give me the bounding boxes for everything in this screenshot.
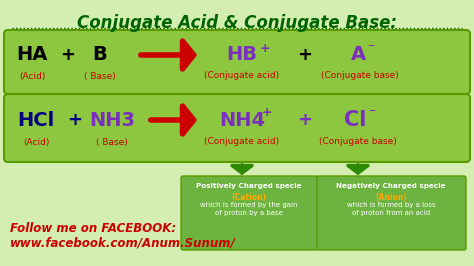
Text: (Conjugate base): (Conjugate base) bbox=[319, 138, 397, 147]
Text: www.facebook.com/Anum.Sunum/: www.facebook.com/Anum.Sunum/ bbox=[10, 237, 236, 250]
Text: ( Base): ( Base) bbox=[84, 72, 116, 81]
Text: Cl: Cl bbox=[344, 110, 366, 130]
Text: B: B bbox=[92, 45, 108, 64]
Text: of proton by a base: of proton by a base bbox=[215, 210, 283, 216]
FancyBboxPatch shape bbox=[4, 30, 470, 94]
Text: +: + bbox=[298, 46, 312, 64]
Text: +: + bbox=[298, 111, 312, 129]
Text: (Conjugate base): (Conjugate base) bbox=[321, 72, 399, 81]
Text: ⁻: ⁻ bbox=[368, 106, 375, 120]
FancyBboxPatch shape bbox=[181, 176, 318, 250]
Text: +: + bbox=[61, 46, 75, 64]
Text: +: + bbox=[262, 106, 273, 119]
Text: Negatively Charged specie: Negatively Charged specie bbox=[336, 183, 446, 189]
Text: (Conjugate acid): (Conjugate acid) bbox=[204, 72, 280, 81]
Text: HB: HB bbox=[227, 45, 257, 64]
FancyBboxPatch shape bbox=[4, 94, 470, 162]
Text: A: A bbox=[350, 45, 365, 64]
Text: Follow me on FACEBOOK:: Follow me on FACEBOOK: bbox=[10, 222, 176, 235]
Text: (Acid): (Acid) bbox=[19, 72, 45, 81]
Text: ( Base): ( Base) bbox=[96, 138, 128, 147]
Text: +: + bbox=[67, 111, 82, 129]
Text: NH4: NH4 bbox=[219, 110, 265, 130]
Text: HCl: HCl bbox=[18, 110, 55, 130]
Text: (Cation): (Cation) bbox=[231, 193, 266, 202]
Text: (Anion): (Anion) bbox=[375, 193, 407, 202]
Text: HA: HA bbox=[16, 45, 48, 64]
FancyBboxPatch shape bbox=[317, 176, 466, 250]
Text: Conjugate Acid & Conjugate Base:: Conjugate Acid & Conjugate Base: bbox=[77, 14, 397, 32]
Text: NH3: NH3 bbox=[89, 110, 135, 130]
Text: (Acid): (Acid) bbox=[23, 138, 49, 147]
Text: (Conjugate acid): (Conjugate acid) bbox=[204, 138, 280, 147]
Text: +: + bbox=[260, 41, 271, 55]
Text: ⁻: ⁻ bbox=[367, 41, 374, 55]
Text: which is formed by the gain: which is formed by the gain bbox=[200, 202, 298, 208]
Text: Positively Charged specie: Positively Charged specie bbox=[196, 183, 302, 189]
Text: which is formed by a loss: which is formed by a loss bbox=[346, 202, 435, 208]
Text: of proton from an acid: of proton from an acid bbox=[352, 210, 430, 216]
